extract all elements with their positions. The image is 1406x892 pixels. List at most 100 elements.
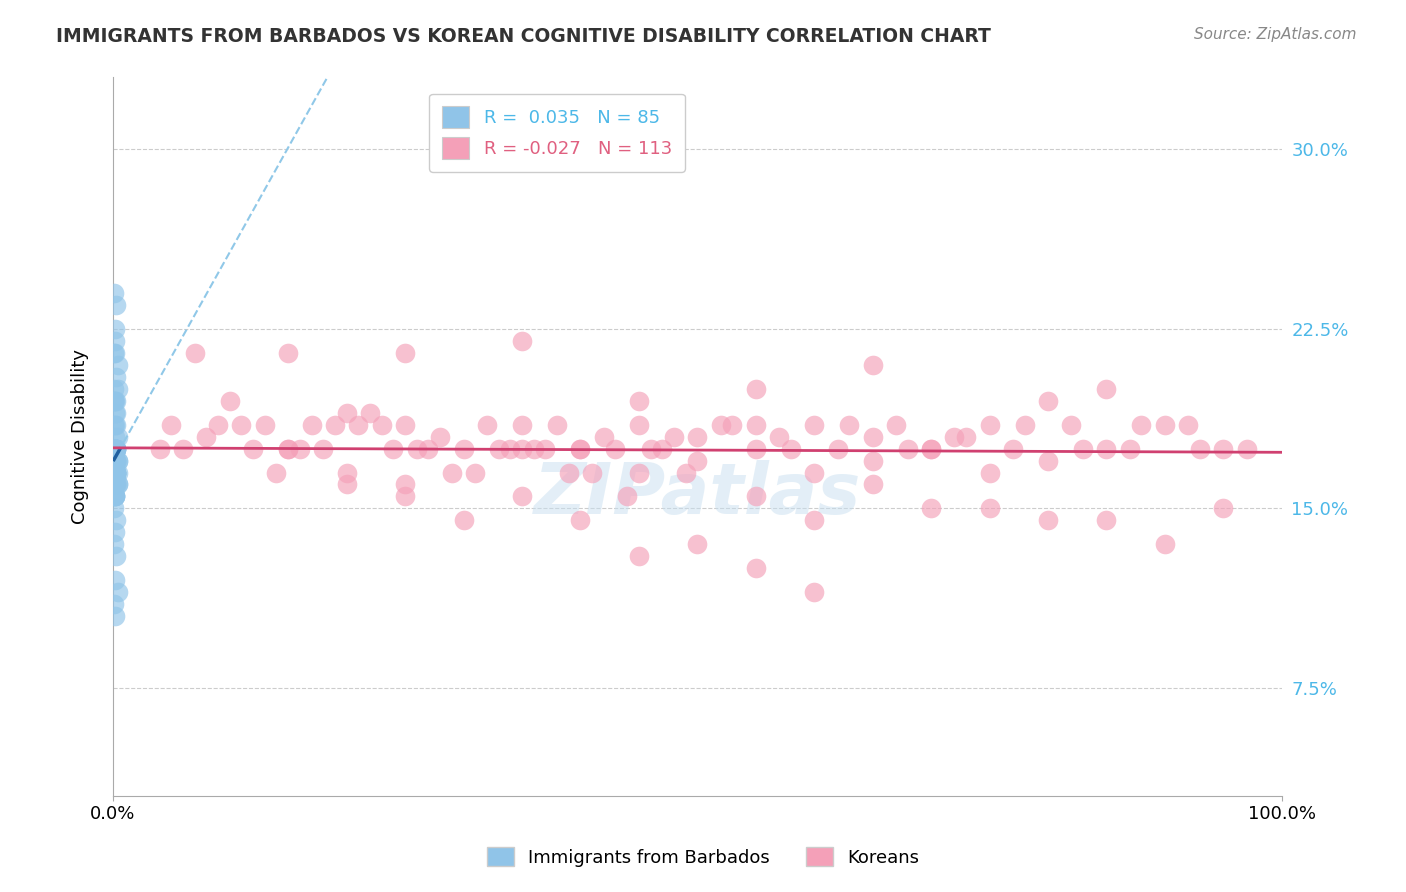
Point <box>1014 417 1036 432</box>
Point <box>803 466 825 480</box>
Point <box>104 442 127 456</box>
Point <box>105 393 128 408</box>
Point <box>943 429 966 443</box>
Point <box>1071 442 1094 456</box>
Point <box>104 453 127 467</box>
Point <box>277 442 299 456</box>
Point <box>627 466 650 480</box>
Point <box>1060 417 1083 432</box>
Point <box>104 453 127 467</box>
Point <box>183 346 205 360</box>
Point <box>104 574 127 588</box>
Point <box>301 417 323 432</box>
Point <box>104 453 127 467</box>
Point <box>103 442 125 456</box>
Point <box>347 417 370 432</box>
Point <box>662 429 685 443</box>
Point <box>103 285 125 300</box>
Point <box>107 477 129 491</box>
Point <box>627 417 650 432</box>
Point <box>105 453 128 467</box>
Point <box>104 466 127 480</box>
Text: ZIPatlas: ZIPatlas <box>534 459 860 529</box>
Point <box>429 429 451 443</box>
Point <box>1036 453 1059 467</box>
Point <box>955 429 977 443</box>
Point <box>195 429 218 443</box>
Point <box>1119 442 1142 456</box>
Point <box>510 417 533 432</box>
Point <box>105 466 128 480</box>
Legend: R =  0.035   N = 85, R = -0.027   N = 113: R = 0.035 N = 85, R = -0.027 N = 113 <box>429 94 685 172</box>
Point <box>107 453 129 467</box>
Point <box>105 453 128 467</box>
Point <box>218 393 240 408</box>
Point <box>897 442 920 456</box>
Point <box>370 417 392 432</box>
Point <box>862 453 884 467</box>
Point <box>336 477 359 491</box>
Point <box>104 466 127 480</box>
Point <box>745 561 768 575</box>
Point <box>105 477 128 491</box>
Point <box>107 453 129 467</box>
Point <box>1188 442 1211 456</box>
Point <box>107 466 129 480</box>
Point <box>616 490 638 504</box>
Point <box>103 382 125 396</box>
Point <box>105 466 128 480</box>
Point <box>686 429 709 443</box>
Point <box>862 358 884 372</box>
Point <box>149 442 172 456</box>
Point <box>104 490 127 504</box>
Point <box>105 442 128 456</box>
Point <box>103 393 125 408</box>
Point <box>104 453 127 467</box>
Point <box>105 369 128 384</box>
Point <box>418 442 440 456</box>
Point <box>104 477 127 491</box>
Point <box>107 382 129 396</box>
Point <box>288 442 311 456</box>
Point <box>103 453 125 467</box>
Point <box>107 429 129 443</box>
Point <box>277 442 299 456</box>
Point <box>1153 537 1175 551</box>
Point <box>103 466 125 480</box>
Point <box>105 466 128 480</box>
Point <box>103 417 125 432</box>
Point <box>266 466 288 480</box>
Point <box>838 417 860 432</box>
Point <box>105 549 128 564</box>
Point <box>569 442 592 456</box>
Point <box>534 442 557 456</box>
Text: IMMIGRANTS FROM BARBADOS VS KOREAN COGNITIVE DISABILITY CORRELATION CHART: IMMIGRANTS FROM BARBADOS VS KOREAN COGNI… <box>56 27 991 45</box>
Point <box>1036 393 1059 408</box>
Point <box>862 429 884 443</box>
Point <box>394 346 416 360</box>
Point <box>103 477 125 491</box>
Point <box>382 442 405 456</box>
Point <box>104 525 127 540</box>
Point <box>107 585 129 599</box>
Point <box>103 466 125 480</box>
Point <box>104 429 127 443</box>
Point <box>172 442 194 456</box>
Point <box>803 585 825 599</box>
Point <box>105 453 128 467</box>
Point <box>104 442 127 456</box>
Point <box>312 442 335 456</box>
Point <box>581 466 603 480</box>
Point <box>803 513 825 527</box>
Point <box>160 417 183 432</box>
Point <box>745 442 768 456</box>
Point <box>105 442 128 456</box>
Point <box>105 442 128 456</box>
Point <box>405 442 427 456</box>
Point <box>920 501 942 516</box>
Point <box>104 406 127 420</box>
Text: Source: ZipAtlas.com: Source: ZipAtlas.com <box>1194 27 1357 42</box>
Point <box>336 406 359 420</box>
Point <box>336 466 359 480</box>
Point <box>104 490 127 504</box>
